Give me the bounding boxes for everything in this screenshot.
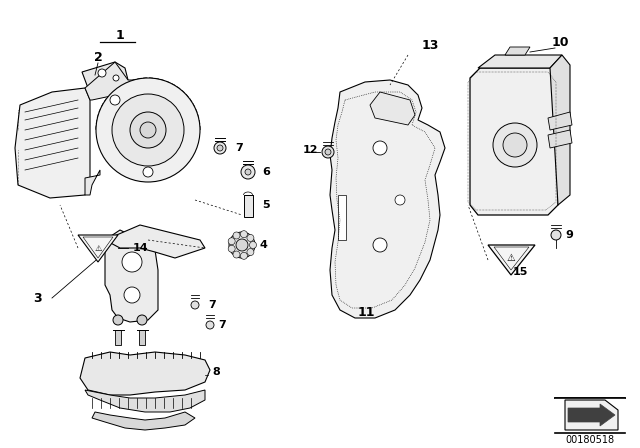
Text: 13: 13	[421, 39, 438, 52]
Polygon shape	[85, 62, 162, 100]
Text: 15: 15	[512, 267, 528, 277]
Bar	[555, 398, 625, 433]
Polygon shape	[505, 47, 530, 55]
Polygon shape	[568, 404, 615, 426]
Text: 8: 8	[212, 367, 220, 377]
Polygon shape	[550, 55, 570, 205]
Polygon shape	[82, 62, 128, 98]
Circle shape	[113, 315, 123, 325]
Circle shape	[124, 287, 140, 303]
Circle shape	[551, 230, 561, 240]
Circle shape	[250, 241, 257, 249]
Polygon shape	[548, 112, 572, 130]
Circle shape	[241, 231, 248, 238]
Text: ⚠: ⚠	[94, 244, 102, 253]
Text: 7: 7	[218, 320, 226, 330]
Polygon shape	[85, 390, 205, 412]
Circle shape	[143, 167, 153, 177]
Circle shape	[247, 249, 254, 255]
Text: 7: 7	[208, 300, 216, 310]
Polygon shape	[92, 412, 195, 430]
Circle shape	[122, 252, 142, 272]
Polygon shape	[478, 55, 562, 68]
Circle shape	[233, 232, 240, 239]
Circle shape	[247, 234, 254, 241]
Circle shape	[98, 69, 106, 77]
Text: 9: 9	[565, 230, 573, 240]
Circle shape	[322, 146, 334, 158]
Circle shape	[373, 238, 387, 252]
Bar	[338, 195, 346, 240]
Polygon shape	[105, 230, 158, 322]
Circle shape	[206, 321, 214, 329]
Circle shape	[241, 165, 255, 179]
Polygon shape	[470, 68, 558, 215]
Circle shape	[137, 315, 147, 325]
Circle shape	[233, 251, 240, 258]
Text: 5: 5	[262, 200, 269, 210]
Circle shape	[236, 239, 248, 251]
Polygon shape	[85, 170, 100, 195]
Circle shape	[229, 232, 255, 258]
Circle shape	[493, 123, 537, 167]
Circle shape	[113, 75, 119, 81]
Bar	[139, 330, 145, 345]
Circle shape	[214, 142, 226, 154]
Text: 00180518: 00180518	[565, 435, 614, 445]
Polygon shape	[488, 245, 535, 275]
Text: 7: 7	[235, 143, 243, 153]
Circle shape	[217, 145, 223, 151]
Polygon shape	[105, 225, 205, 258]
Circle shape	[325, 149, 331, 155]
Circle shape	[96, 78, 200, 182]
Text: 14: 14	[133, 243, 148, 253]
Circle shape	[241, 252, 248, 259]
Polygon shape	[370, 92, 415, 125]
Polygon shape	[330, 80, 445, 318]
Bar	[115, 330, 121, 345]
Text: 2: 2	[93, 51, 102, 64]
Circle shape	[395, 195, 405, 205]
Polygon shape	[548, 130, 572, 148]
Polygon shape	[15, 88, 90, 198]
Polygon shape	[565, 400, 618, 430]
Text: 4: 4	[260, 240, 268, 250]
Text: 1: 1	[116, 29, 124, 42]
Polygon shape	[78, 235, 118, 262]
Circle shape	[228, 245, 235, 252]
Circle shape	[110, 95, 120, 105]
Circle shape	[130, 112, 166, 148]
Circle shape	[228, 238, 235, 245]
Circle shape	[112, 94, 184, 166]
Circle shape	[245, 169, 251, 175]
Text: 10: 10	[551, 35, 569, 48]
Polygon shape	[80, 352, 210, 395]
Bar	[244, 195, 253, 217]
Circle shape	[373, 141, 387, 155]
Circle shape	[503, 133, 527, 157]
Text: 12: 12	[303, 145, 318, 155]
Circle shape	[191, 301, 199, 309]
Text: 6: 6	[262, 167, 270, 177]
Text: 3: 3	[34, 292, 42, 305]
Text: ⚠: ⚠	[507, 253, 515, 263]
Text: 11: 11	[358, 306, 376, 319]
Polygon shape	[562, 398, 622, 433]
Circle shape	[140, 122, 156, 138]
